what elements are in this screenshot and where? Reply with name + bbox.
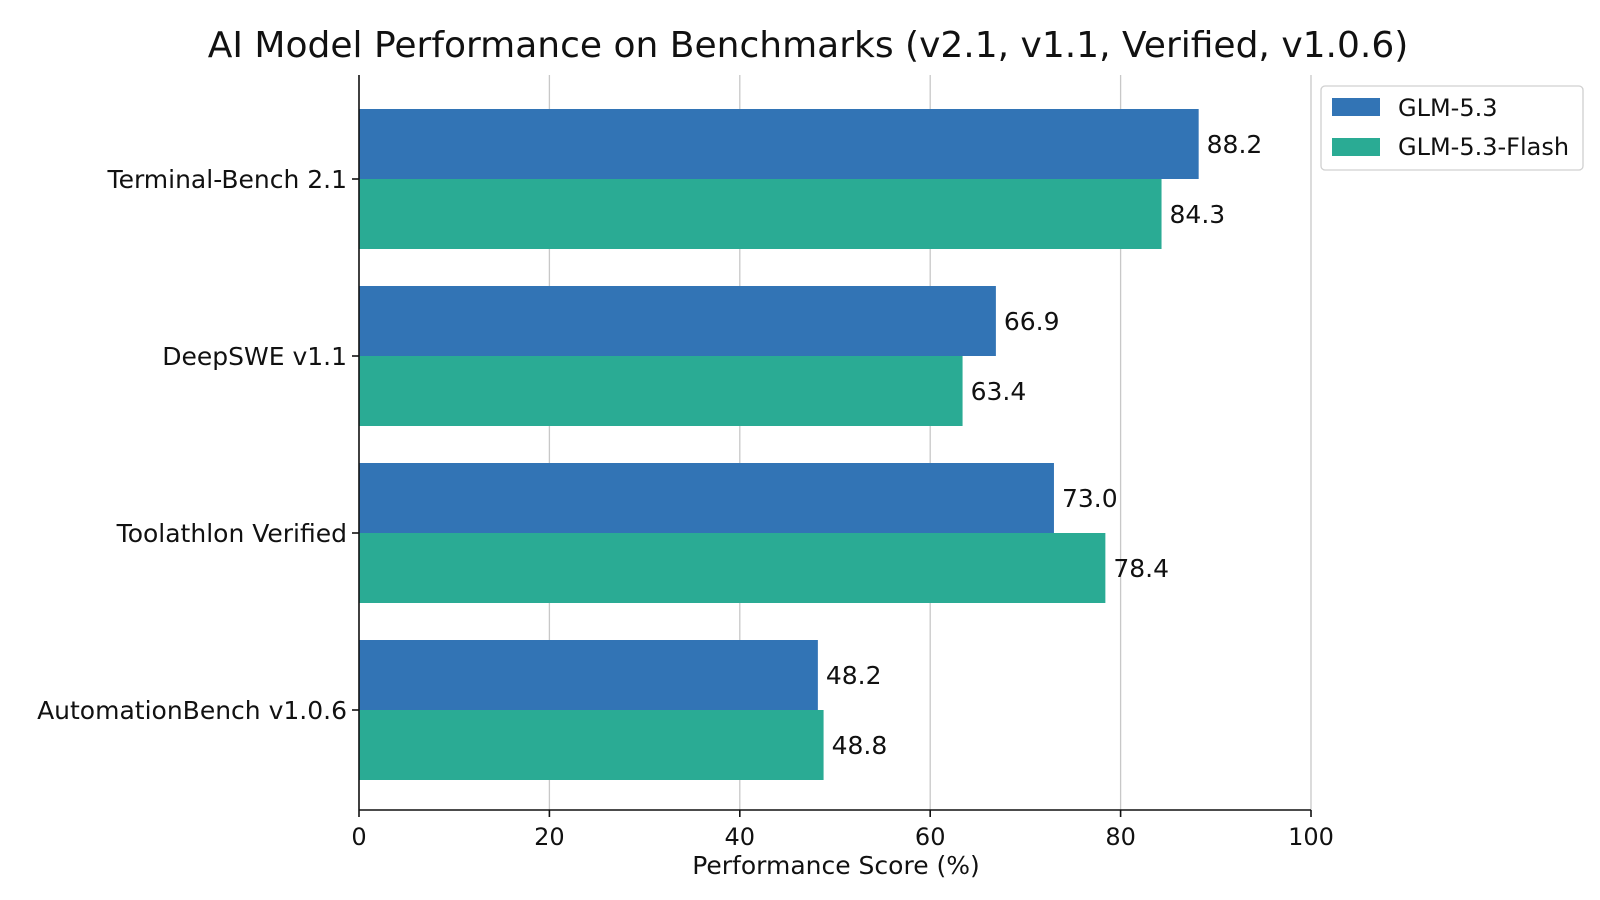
x-tick-label-0: 0: [351, 823, 366, 851]
bar-glm-5-3-automationbench-v1-0-6: [359, 640, 818, 710]
bar-glm-5-3-toolathlon-verified: [359, 463, 1054, 533]
data-label-glm-5-3-deepswe-v1-1: 66.9: [1004, 307, 1060, 336]
x-tick-label-100: 100: [1288, 823, 1334, 851]
category-label-terminal-bench-2-1: Terminal-Bench 2.1: [107, 165, 347, 194]
category-label-automationbench-v1-0-6: AutomationBench v1.0.6: [37, 696, 347, 725]
data-label-glm-5-3-flash-terminal-bench-2-1: 84.3: [1170, 200, 1226, 229]
legend-frame: [1320, 85, 1584, 171]
legend-label-glm-5-3: GLM-5.3: [1398, 94, 1498, 122]
legend-swatch-glm-5-3: [1332, 98, 1380, 116]
x-tick-label-20: 20: [534, 823, 565, 851]
chart-title: AI Model Performance on Benchmarks (v2.1…: [208, 25, 1409, 66]
data-label-glm-5-3-terminal-bench-2-1: 88.2: [1207, 130, 1263, 159]
legend-label-glm-5-3-flash: GLM-5.3-Flash: [1398, 133, 1569, 161]
bar-glm-5-3-flash-automationbench-v1-0-6: [359, 710, 824, 780]
bar-glm-5-3-flash-toolathlon-verified: [359, 533, 1106, 603]
data-label-glm-5-3-flash-deepswe-v1-1: 63.4: [971, 377, 1027, 406]
category-label-toolathlon-verified: Toolathlon Verified: [116, 519, 347, 548]
x-axis-label: Performance Score (%): [692, 851, 980, 880]
data-label-glm-5-3-flash-toolathlon-verified: 78.4: [1113, 554, 1169, 583]
bar-glm-5-3-deepswe-v1-1: [359, 286, 996, 356]
legend-swatch-glm-5-3-flash: [1332, 138, 1380, 156]
data-label-glm-5-3-toolathlon-verified: 73.0: [1062, 484, 1118, 513]
data-label-glm-5-3-flash-automationbench-v1-0-6: 48.8: [832, 731, 888, 760]
category-label-deepswe-v1-1: DeepSWE v1.1: [162, 342, 347, 371]
labels: 0 20 40 60 80 100 Terminal-Bench 2.1 88.2 84.3 De…: [37, 130, 1334, 851]
x-tick-label-80: 80: [1105, 823, 1136, 851]
x-tick-label-40: 40: [725, 823, 756, 851]
bar-glm-5-3-flash-deepswe-v1-1: [359, 356, 963, 426]
data-label-glm-5-3-automationbench-v1-0-6: 48.2: [826, 661, 882, 690]
bar-glm-5-3-flash-terminal-bench-2-1: [359, 179, 1162, 249]
legend: GLM-5.3 GLM-5.3-Flash: [1320, 85, 1584, 171]
bars: [359, 109, 1199, 780]
bar-glm-5-3-terminal-bench-2-1: [359, 109, 1199, 179]
x-tick-label-60: 60: [915, 823, 946, 851]
axes: [352, 75, 1312, 817]
